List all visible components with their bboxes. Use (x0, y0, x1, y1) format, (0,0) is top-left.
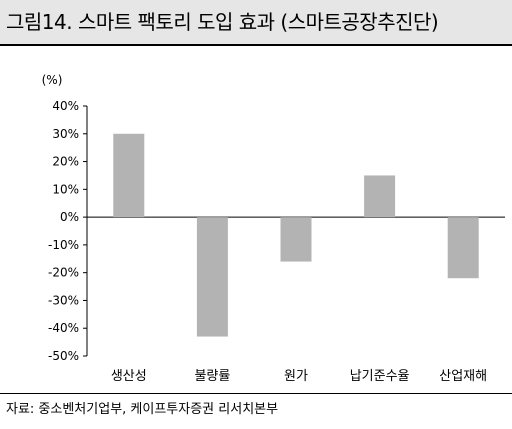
figure-title: 그림14. 스마트 팩토리 도입 효과 (스마트공장추진단) (6, 10, 439, 34)
bar-chart: (%) 40% 30% 20% 10% 0% -10% -20% -30% -40% -50% 생… (42, 73, 505, 384)
x-category-label: 산업재해 (439, 369, 487, 384)
x-axis-labels: 생산성 불량률 원가 납기준수율 산업재해 (111, 369, 487, 384)
y-tick-label: 10% (52, 182, 79, 196)
source-divider (0, 393, 512, 394)
bar-1 (113, 133, 145, 218)
bar-3 (280, 217, 312, 262)
y-tick-label: 0% (60, 210, 79, 224)
x-category-label: 생산성 (111, 369, 147, 384)
x-category-label: 불량률 (194, 369, 230, 384)
bars (113, 133, 479, 337)
y-axis: 40% 30% 20% 10% 0% -10% -20% -30% -40% -50% (48, 99, 505, 363)
x-category-label: 납기준수율 (350, 369, 410, 384)
y-tick-label: 40% (52, 99, 79, 113)
source-note: 자료: 중소벤처기업부, 케이프투자증권 리서치본부 (6, 402, 279, 417)
y-axis-unit-label: (%) (42, 73, 63, 87)
y-tick-label: -40% (48, 321, 79, 335)
y-tick-label: -20% (48, 266, 79, 280)
y-tick-label: 20% (52, 155, 79, 169)
bar-4 (364, 175, 396, 218)
x-category-label: 원가 (284, 369, 308, 384)
y-tick-label: 30% (52, 127, 79, 141)
title-bar: 그림14. 스마트 팩토리 도입 효과 (스마트공장추진단) (0, 0, 512, 46)
bar-2 (196, 217, 228, 337)
title-underline (0, 44, 512, 46)
y-tick-label: -10% (48, 238, 79, 252)
bar-5 (447, 217, 479, 279)
y-tick-label: -50% (48, 349, 79, 363)
y-tick-label: -30% (48, 293, 79, 307)
